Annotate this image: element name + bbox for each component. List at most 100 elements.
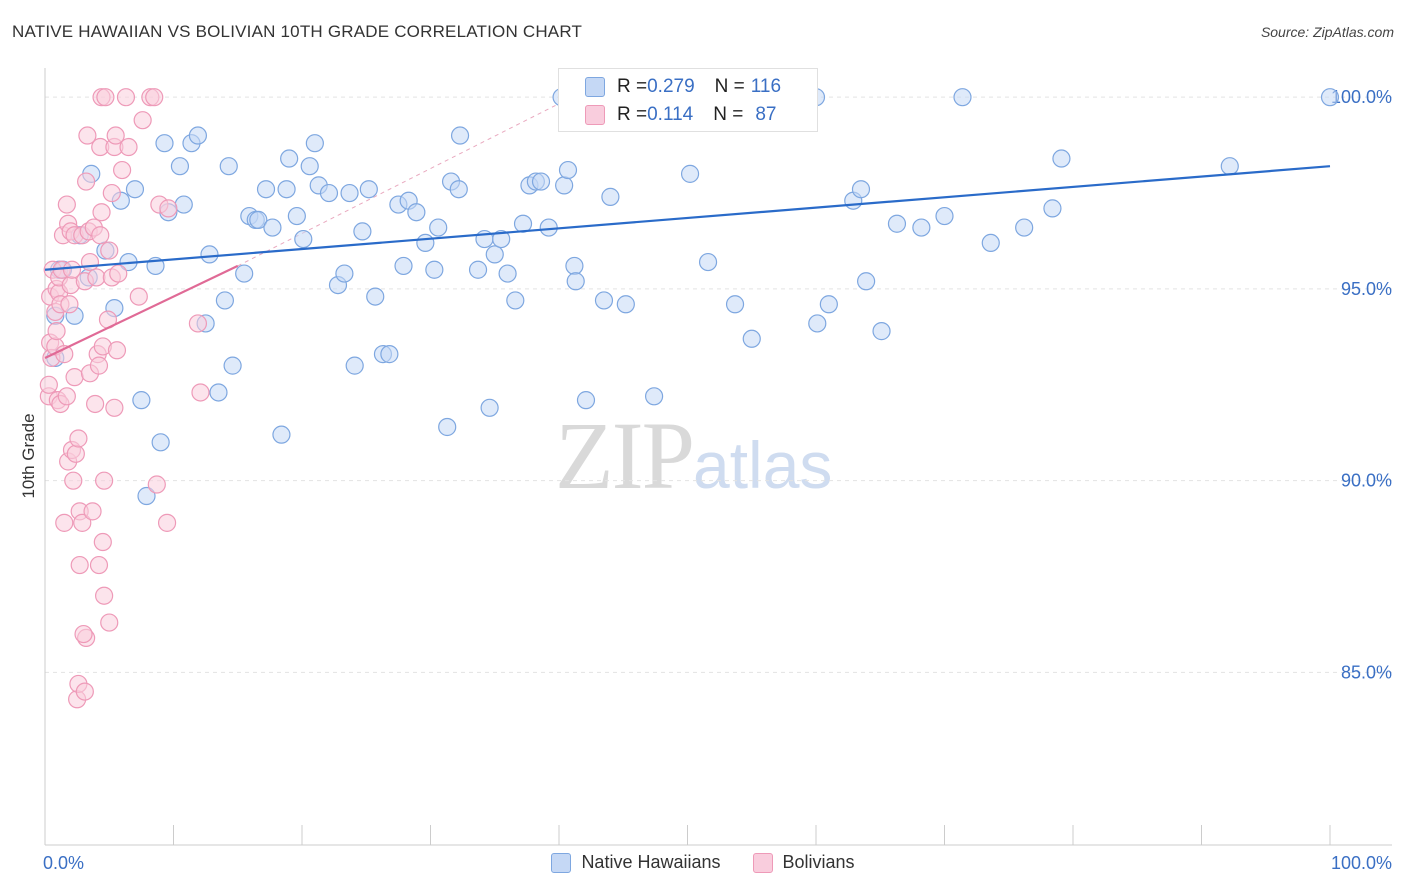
native-hawaiians-point xyxy=(531,172,551,191)
bolivians-point xyxy=(95,586,114,605)
native-hawaiians-point xyxy=(725,295,745,314)
bolivians-point xyxy=(74,624,93,644)
native-hawaiians-point xyxy=(209,383,228,402)
native-hawaiians-swatch-icon xyxy=(585,77,605,97)
native-hawaiians-point xyxy=(280,149,299,168)
native-hawaiians-point xyxy=(249,210,268,229)
x-tick-label: 0.0% xyxy=(43,853,84,873)
native-hawaiians-point xyxy=(200,245,219,264)
native-hawaiians-point xyxy=(1220,157,1239,176)
native-hawaiians-point xyxy=(851,180,871,199)
native-hawaiians-point xyxy=(912,218,931,237)
native-hawaiians-point xyxy=(155,134,174,153)
bolivians-point xyxy=(47,322,66,341)
native-hawaiians-point xyxy=(498,264,517,283)
legend-item-native-hawaiians[interactable]: Native Hawaiians xyxy=(551,852,721,873)
bolivians-trend-line xyxy=(44,264,239,359)
bolivians-point xyxy=(159,199,178,218)
native-hawaiians-point xyxy=(887,214,907,233)
n-label: N = xyxy=(714,76,745,97)
bolivians-point xyxy=(87,268,106,287)
native-hawaiians-point xyxy=(272,425,291,444)
native-hawaiians-point xyxy=(335,264,354,283)
bolivians-point xyxy=(65,368,84,387)
bolivians-point xyxy=(157,513,177,532)
native-hawaiians-point xyxy=(125,180,145,199)
bolivians-point xyxy=(102,183,121,203)
legend-label: Native Hawaiians xyxy=(581,852,721,872)
watermark-atlas: atlas xyxy=(693,428,833,502)
x-tick-label: 100.0% xyxy=(1331,853,1392,873)
n-label: N = xyxy=(713,104,744,125)
native-hawaiians-point xyxy=(438,417,457,437)
bolivians-point xyxy=(70,555,89,575)
r-label: R = xyxy=(617,104,648,125)
chart-source: Source: ZipAtlas.com xyxy=(1260,24,1394,40)
bolivians-point xyxy=(107,341,127,360)
native-hawaiians-point xyxy=(380,345,399,364)
native-hawaiians-point xyxy=(492,229,511,249)
y-tick-label: 85.0% xyxy=(1341,662,1392,682)
stats-legend-row-bolivians: R = 0.114 N = 87 xyxy=(585,101,777,129)
bolivians-point xyxy=(100,613,119,632)
bolivians-point xyxy=(89,555,109,575)
bolivians-point xyxy=(57,195,76,214)
native-hawaiians-point xyxy=(223,356,242,375)
bolivians-point xyxy=(95,471,114,490)
bolivians-point xyxy=(39,375,58,394)
native-hawaiians-point xyxy=(425,260,444,279)
native-hawaiians-point xyxy=(1052,149,1071,168)
bolivians-point xyxy=(60,295,79,314)
r-value: 0.279 xyxy=(647,76,695,97)
r-label: R = xyxy=(617,76,648,97)
native-hawaiians-point xyxy=(429,218,448,237)
y-tick-label: 100.0% xyxy=(1331,87,1392,107)
native-hawaiians-point xyxy=(555,176,574,195)
bolivians-point xyxy=(116,88,136,107)
stats-legend: R = 0.279 N = 116 R = 0.114 N = 87 xyxy=(558,68,818,132)
bolivians-point xyxy=(188,314,208,333)
native-hawaiians-point xyxy=(594,291,614,310)
native-hawaiians-point xyxy=(935,206,954,226)
legend-item-bolivians[interactable]: Bolivians xyxy=(752,852,855,873)
native-hawaiians-point xyxy=(170,157,190,176)
bolivians-swatch-icon xyxy=(585,105,605,125)
native-hawaiians-point xyxy=(394,256,413,276)
native-hawaiians-point xyxy=(506,291,525,310)
native-hawaiians-point xyxy=(450,126,470,145)
native-hawaiians-point xyxy=(151,433,170,452)
native-hawaiians-point xyxy=(305,134,324,153)
bolivians-point xyxy=(89,356,109,375)
bolivians-point xyxy=(77,172,96,191)
n-value: 87 xyxy=(755,104,777,125)
native-hawaiians-point xyxy=(698,252,718,272)
native-hawaiians-point xyxy=(235,264,254,283)
native-hawaiians-point xyxy=(353,222,372,241)
native-hawaiians-point xyxy=(485,245,504,264)
native-hawaiians-point xyxy=(219,157,238,176)
native-hawaiians-point xyxy=(601,187,620,206)
native-hawaiians-point xyxy=(857,272,876,291)
native-hawaiians-point xyxy=(468,260,488,279)
native-hawaiians-point xyxy=(416,233,435,253)
bolivians-point xyxy=(105,398,124,417)
native-hawaiians-point xyxy=(539,218,558,237)
bolivians-point xyxy=(80,252,100,272)
native-hawaiians-point xyxy=(340,183,359,203)
native-hawaiians-point xyxy=(137,486,156,506)
trend-extension-line xyxy=(237,96,573,267)
y-tick-label: 95.0% xyxy=(1341,279,1392,299)
bolivians-point xyxy=(145,88,164,107)
stats-legend-row-native-hawaiians: R = 0.279 N = 116 xyxy=(585,73,781,101)
native-hawaiians-point xyxy=(366,287,385,306)
bolivians-point xyxy=(57,387,76,406)
native-hawaiians-point xyxy=(132,391,151,410)
series-legend: Native Hawaiians Bolivians xyxy=(0,852,1406,873)
native-hawaiians-point xyxy=(174,195,193,214)
bolivians-point xyxy=(64,471,83,490)
y-axis-label: 10th Grade xyxy=(19,413,38,498)
native-hawaiians-point xyxy=(256,180,276,199)
native-hawaiians-point xyxy=(480,398,499,417)
bolivians-point xyxy=(69,429,88,448)
native-hawaiians-point xyxy=(188,126,208,145)
